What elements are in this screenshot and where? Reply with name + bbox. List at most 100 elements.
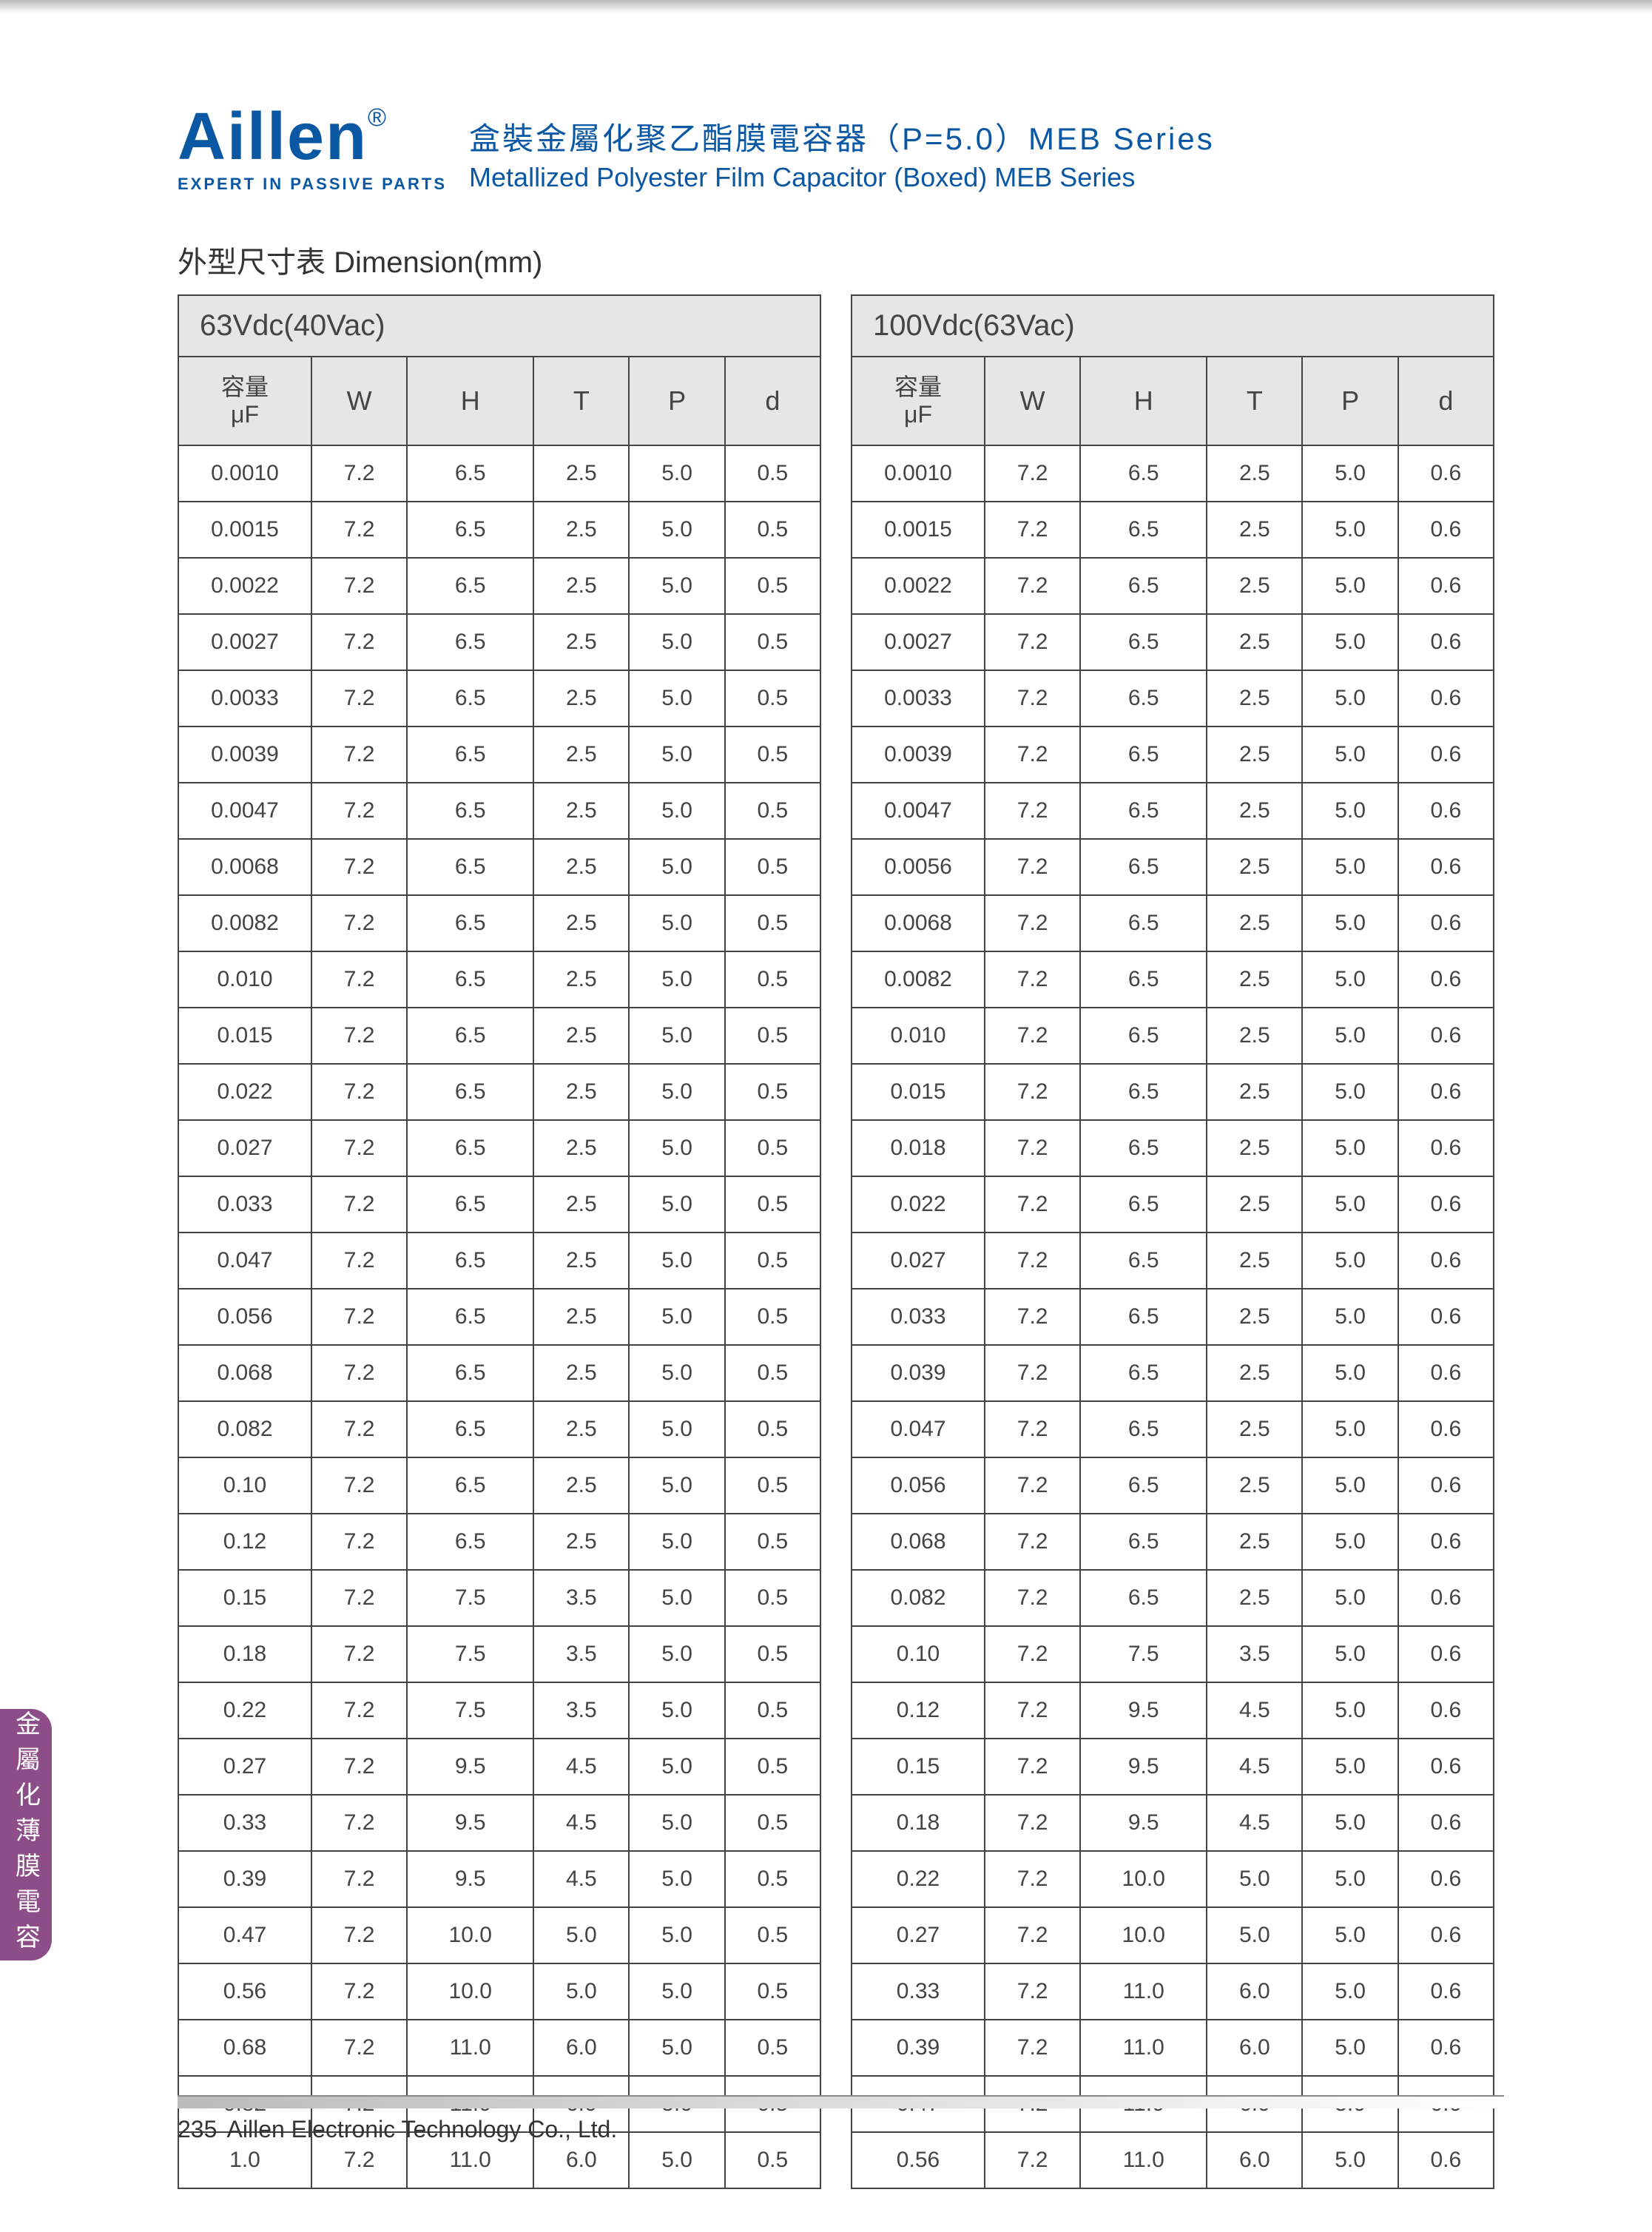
cell-value: 5.0 [629, 1907, 724, 1963]
table-row: 0.0337.26.52.55.00.5 [178, 1176, 820, 1233]
cell-value: 5.0 [629, 951, 724, 1008]
cell-value: 5.0 [1302, 502, 1398, 558]
cell-value: 2.5 [1207, 783, 1302, 839]
cell-capacitance: 0.0010 [852, 445, 985, 502]
cell-value: 2.5 [1207, 1401, 1302, 1457]
cell-value: 5.0 [629, 502, 724, 558]
table-row: 0.277.29.54.55.00.5 [178, 1739, 820, 1795]
section-title: 外型尺寸表 Dimension(mm) [178, 238, 1504, 281]
cell-value: 7.2 [311, 951, 407, 1008]
table-row: 0.187.27.53.55.00.5 [178, 1626, 820, 1682]
table-row: 0.00277.26.52.55.00.5 [178, 614, 820, 670]
col-t: T [533, 357, 629, 445]
cell-value: 0.5 [725, 1176, 820, 1233]
cell-value: 7.2 [311, 558, 407, 614]
cell-value: 9.5 [407, 1795, 533, 1851]
table-row: 0.477.210.05.05.00.5 [178, 1907, 820, 1963]
cell-value: 0.6 [1398, 1345, 1494, 1401]
cell-value: 2.5 [1207, 1064, 1302, 1120]
cell-capacitance: 0.22 [178, 1682, 311, 1739]
cell-value: 5.0 [629, 558, 724, 614]
cell-value: 5.0 [1302, 558, 1398, 614]
cell-value: 5.0 [629, 1514, 724, 1570]
cell-capacitance: 0.033 [852, 1289, 985, 1345]
cell-value: 7.2 [985, 1682, 1080, 1739]
tables-container: 63Vdc(40Vac) 容量μF W H T P d 0.00107.26.5… [178, 294, 1504, 2189]
cell-value: 0.5 [725, 1739, 820, 1795]
cell-value: 5.0 [533, 1963, 629, 2020]
col-h: H [407, 357, 533, 445]
cell-capacitance: 0.056 [178, 1289, 311, 1345]
cell-value: 4.5 [533, 1851, 629, 1907]
col-p: P [1302, 357, 1398, 445]
cell-value: 7.2 [985, 1008, 1080, 1064]
table-row: 0.0827.26.52.55.00.5 [178, 1401, 820, 1457]
cell-value: 2.5 [1207, 1457, 1302, 1514]
cell-value: 7.2 [985, 1233, 1080, 1289]
cell-value: 7.2 [311, 1120, 407, 1176]
cell-value: 7.2 [985, 726, 1080, 783]
cell-value: 5.0 [629, 1345, 724, 1401]
cell-value: 2.5 [533, 1289, 629, 1345]
cell-value: 5.0 [1302, 445, 1398, 502]
col-d: d [1398, 357, 1494, 445]
cell-value: 9.5 [1080, 1739, 1207, 1795]
cell-value: 5.0 [1207, 1907, 1302, 1963]
cell-value: 5.0 [629, 1739, 724, 1795]
cell-value: 0.6 [1398, 1851, 1494, 1907]
cell-value: 0.6 [1398, 1963, 1494, 2020]
table-row: 0.00827.26.52.55.00.5 [178, 895, 820, 951]
cell-value: 6.5 [407, 1120, 533, 1176]
cell-capacitance: 0.0068 [178, 839, 311, 895]
cell-value: 5.0 [1302, 1008, 1398, 1064]
table-row: 0.00337.26.52.55.00.6 [852, 670, 1494, 726]
cell-capacitance: 0.039 [852, 1345, 985, 1401]
side-category-tab: 金屬化薄膜電容 [0, 1709, 52, 1960]
table-row: 0.687.211.06.05.00.5 [178, 2020, 820, 2076]
cell-value: 7.2 [311, 445, 407, 502]
cell-value: 5.0 [1302, 1064, 1398, 1120]
brand-logo: Aillen® EXPERT IN PASSIVE PARTS [178, 104, 447, 194]
cell-value: 4.5 [1207, 1682, 1302, 1739]
cell-capacitance: 0.56 [178, 1963, 311, 2020]
cell-value: 6.0 [533, 2020, 629, 2076]
table-row: 0.127.26.52.55.00.5 [178, 1514, 820, 1570]
table-row: 0.0187.26.52.55.00.6 [852, 1120, 1494, 1176]
logo-text: Aillen [178, 100, 368, 174]
cell-capacitance: 0.082 [852, 1570, 985, 1626]
cell-value: 7.2 [311, 502, 407, 558]
cell-capacitance: 0.27 [178, 1739, 311, 1795]
table-row: 0.0157.26.52.55.00.6 [852, 1064, 1494, 1120]
datasheet-page: Aillen® EXPERT IN PASSIVE PARTS 盒裝金屬化聚乙酯… [0, 0, 1652, 2232]
page-number: 235 [178, 2116, 217, 2142]
cell-value: 5.0 [1302, 1120, 1398, 1176]
cell-value: 2.5 [533, 1176, 629, 1233]
cell-value: 0.6 [1398, 1570, 1494, 1626]
cell-value: 6.5 [1080, 445, 1207, 502]
cell-value: 5.0 [1302, 670, 1398, 726]
table-row: 0.397.211.06.05.00.6 [852, 2020, 1494, 2076]
cell-value: 5.0 [1302, 614, 1398, 670]
cell-value: 0.5 [725, 1514, 820, 1570]
cell-value: 5.0 [1302, 2020, 1398, 2076]
table-row: 0.397.29.54.55.00.5 [178, 1851, 820, 1907]
cell-value: 6.5 [407, 1289, 533, 1345]
cell-value: 5.0 [629, 839, 724, 895]
cell-value: 11.0 [1080, 2020, 1207, 2076]
cell-value: 4.5 [1207, 1795, 1302, 1851]
cell-value: 6.5 [407, 502, 533, 558]
cell-capacitance: 0.22 [852, 1851, 985, 1907]
cell-value: 2.5 [533, 614, 629, 670]
cell-value: 5.0 [1302, 1682, 1398, 1739]
table-row: 0.00107.26.52.55.00.5 [178, 445, 820, 502]
table-row: 0.0227.26.52.55.00.5 [178, 1064, 820, 1120]
cell-value: 2.5 [533, 726, 629, 783]
cell-value: 4.5 [533, 1795, 629, 1851]
cell-value: 6.5 [407, 1008, 533, 1064]
cell-value: 2.5 [533, 502, 629, 558]
cell-value: 7.2 [311, 614, 407, 670]
cell-value: 2.5 [533, 1064, 629, 1120]
cell-value: 7.2 [311, 1739, 407, 1795]
cell-value: 7.2 [985, 1176, 1080, 1233]
cell-capacitance: 0.0082 [852, 951, 985, 1008]
